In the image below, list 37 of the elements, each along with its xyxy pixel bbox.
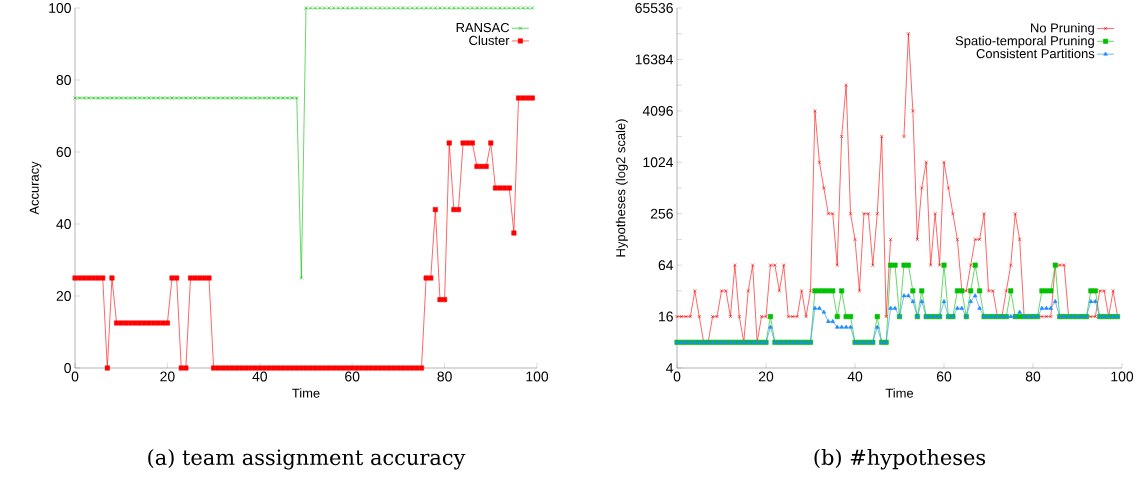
y-tick-label: 65536 bbox=[635, 3, 673, 13]
y-tick-label: 60 bbox=[56, 147, 71, 157]
x-tick-label: 20 bbox=[160, 371, 175, 382]
legend-label: Spatio-temporal Pruning bbox=[955, 35, 1094, 48]
legend-label: No Pruning bbox=[1031, 22, 1094, 36]
x-tick-label: 80 bbox=[437, 371, 452, 382]
y-tick-label: 4 bbox=[666, 363, 674, 373]
y-axis-title: Hypotheses (log2 scale) bbox=[615, 119, 628, 257]
x-tick-label: 0 bbox=[673, 371, 681, 382]
text: (b) #hypotheses bbox=[814, 448, 986, 470]
x-tick-label: 20 bbox=[758, 371, 774, 382]
y-tick-label: 256 bbox=[650, 208, 673, 219]
x-tick-label: 60 bbox=[345, 371, 360, 382]
x-axis-title: Time bbox=[885, 388, 914, 398]
y-axis-title: Accuracy bbox=[29, 161, 42, 215]
x-tick-label: 40 bbox=[252, 371, 268, 382]
x-axis-title: Time bbox=[292, 388, 320, 398]
x-tick-label: 60 bbox=[936, 371, 952, 382]
legend-label: Consistent Partitions bbox=[976, 48, 1095, 59]
y-tick-label: 4096 bbox=[642, 105, 673, 116]
x-tick-label: 100 bbox=[526, 371, 549, 382]
y-tick-label: 1024 bbox=[643, 157, 674, 168]
y-tick-label: 80 bbox=[56, 75, 71, 85]
y-tick-label: 100 bbox=[49, 3, 71, 13]
legend-label: RANSAC bbox=[456, 22, 510, 33]
x-tick-label: 40 bbox=[847, 371, 863, 382]
y-tick-label: 16384 bbox=[635, 54, 674, 65]
y-tick-label: 16 bbox=[659, 311, 673, 322]
y-tick-label: 0 bbox=[64, 363, 71, 373]
text: (a) team assignment accuracy bbox=[148, 448, 466, 470]
x-tick-label: 80 bbox=[1025, 371, 1041, 382]
y-tick-label: 40 bbox=[56, 219, 71, 229]
x-tick-label: 0 bbox=[71, 371, 79, 382]
y-tick-label: 20 bbox=[56, 291, 71, 301]
x-tick-label: 100 bbox=[1111, 371, 1134, 382]
y-tick-label: 64 bbox=[658, 260, 674, 271]
legend-label: Cluster bbox=[469, 35, 510, 46]
